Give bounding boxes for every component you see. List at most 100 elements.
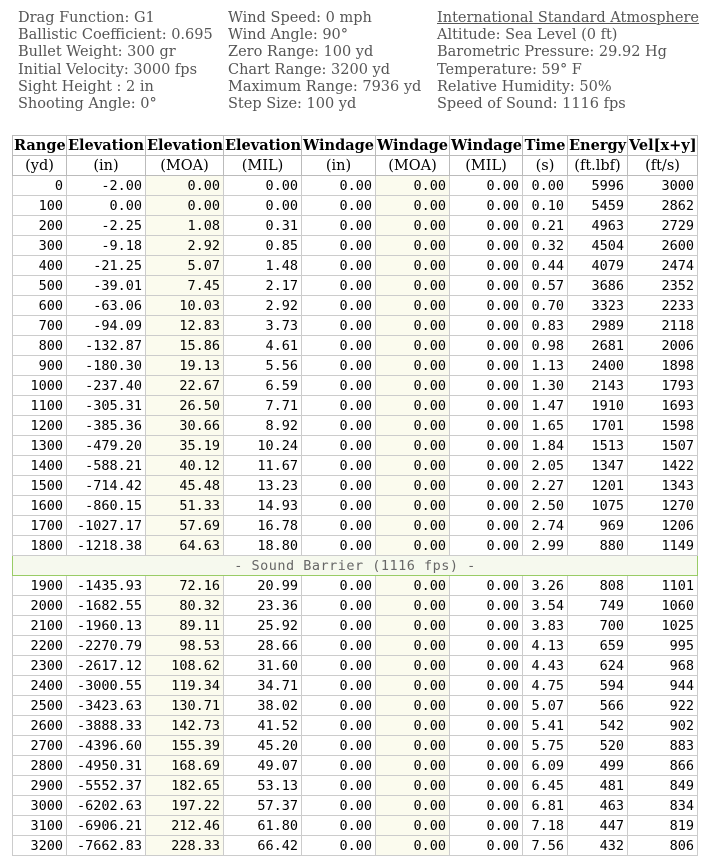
column-unit: (in) [66,155,146,176]
cell: -94.09 [66,315,146,336]
cell: 2143 [567,375,628,396]
column-header: Windage [301,135,376,156]
cell: 7.71 [223,395,302,416]
cell: 2.17 [223,275,302,296]
header-line: Sight Height : 2 in [18,78,154,95]
cell: 749 [567,595,628,616]
cell: 4079 [567,255,628,276]
data-row: 3100 -6906.21 212.46 61.80 0.00 0.00 0.00 7.18 4… [12,815,698,836]
header-column: International Standard Atmosphere Altitud… [437,10,699,113]
cell: 0.44 [522,255,568,276]
cell: 3200 [12,835,67,856]
cell: 168.69 [145,755,224,776]
cell: 34.71 [223,675,302,696]
cell: 2.50 [522,495,568,516]
column-header: Energy [567,135,628,156]
cell: 969 [567,515,628,536]
cell: 902 [627,715,698,736]
cell: 0.00 [375,495,450,516]
cell: 3.26 [522,575,568,596]
cell: 6.59 [223,375,302,396]
cell: 80.32 [145,595,224,616]
cell: 0.00 [375,315,450,336]
cell: 26.50 [145,395,224,416]
cell: 0.00 [375,515,450,536]
cell: 3686 [567,275,628,296]
cell: 3000 [627,175,698,196]
cell: 0.00 [375,695,450,716]
cell: 0.00 [522,175,568,196]
cell: 2.92 [223,295,302,316]
header-row: Range Elevation Elevation Elevation Windage W… [12,135,698,156]
cell: 0.00 [223,175,302,196]
cell: 0.00 [301,235,376,256]
header-column: Drag Function: G1 Ballistic Coefficient: … [18,10,213,113]
cell: 5.07 [145,255,224,276]
cell: 2989 [567,315,628,336]
data-row: 1700 -1027.17 57.69 16.78 0.00 0.00 0.00 2.74 96… [12,515,698,536]
cell: 41.52 [223,715,302,736]
cell: 0.00 [223,195,302,216]
cell: 182.65 [145,775,224,796]
cell: -1218.38 [66,535,146,556]
column-header: Elevation [223,135,302,156]
cell: 0.00 [301,615,376,636]
cell: 0.00 [375,615,450,636]
cell: 0.00 [375,635,450,656]
cell: 89.11 [145,615,224,636]
cell: 0.31 [223,215,302,236]
cell: 542 [567,715,628,736]
column-unit: (MOA) [375,155,450,176]
cell: 0 [12,175,67,196]
cell: 35.19 [145,435,224,456]
cell: 0.00 [375,215,450,236]
cell: 1.47 [522,395,568,416]
cell: 2474 [627,255,698,276]
cell: 0.00 [449,595,523,616]
cell: 53.13 [223,775,302,796]
cell: 51.33 [145,495,224,516]
cell: 883 [627,735,698,756]
data-row: 1000 -237.40 22.67 6.59 0.00 0.00 0.00 1.30 2143… [12,375,698,396]
cell: 3100 [12,815,67,836]
cell: 0.00 [301,395,376,416]
cell: -21.25 [66,255,146,276]
cell: 57.37 [223,795,302,816]
cell: 2200 [12,635,67,656]
cell: 0.00 [449,235,523,256]
cell: 7.56 [522,835,568,856]
cell: 10.03 [145,295,224,316]
cell: 0.00 [375,455,450,476]
cell: 0.00 [375,795,450,816]
cell: -588.21 [66,455,146,476]
data-row: 2000 -1682.55 80.32 23.36 0.00 0.00 0.00 3.54 74… [12,595,698,616]
cell: 4504 [567,235,628,256]
cell: 0.00 [375,675,450,696]
data-row: 500 -39.01 7.45 2.17 0.00 0.00 0.00 0.57 3686 235… [12,275,698,296]
column-unit: (s) [522,155,568,176]
header-line: Relative Humidity: 50% [437,78,612,95]
cell: 2700 [12,735,67,756]
cell: 197.22 [145,795,224,816]
cell: 0.00 [449,835,523,856]
cell: 968 [627,655,698,676]
cell: 2.99 [522,535,568,556]
cell: 1149 [627,535,698,556]
data-row: 2900 -5552.37 182.65 53.13 0.00 0.00 0.00 6.45 4… [12,775,698,796]
header-line: Maximum Range: 7936 yd [228,78,422,95]
cell: 31.60 [223,655,302,676]
cell: 819 [627,815,698,836]
cell: 1270 [627,495,698,516]
cell: 0.00 [301,515,376,536]
cell: 142.73 [145,715,224,736]
cell: 57.69 [145,515,224,536]
header-line: Shooting Angle: 0° [18,96,157,113]
cell: 0.00 [449,675,523,696]
cell: 0.00 [449,535,523,556]
cell: 0.00 [301,315,376,336]
cell: 0.00 [301,575,376,596]
column-unit: (MOA) [145,155,224,176]
cell: 0.00 [375,335,450,356]
unit-row: (yd) (in) (MOA) (MIL) (in) (MOA) (MIL) (s) (ft.l… [12,155,698,176]
data-row: 1300 -479.20 35.19 10.24 0.00 0.00 0.00 1.84 151… [12,435,698,456]
